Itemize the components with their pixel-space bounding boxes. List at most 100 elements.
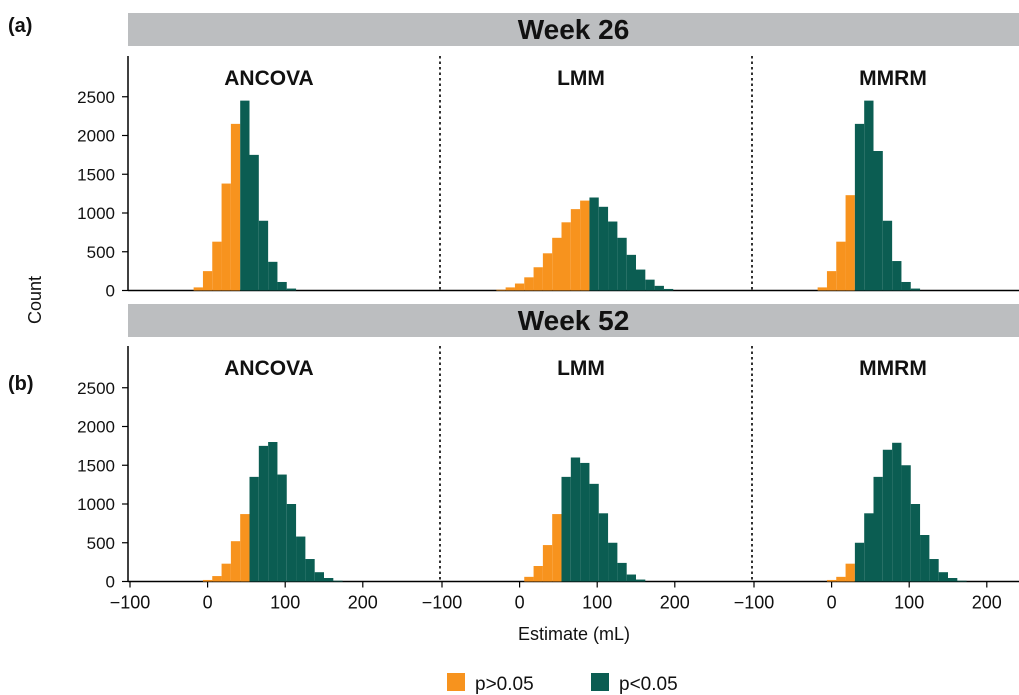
histogram-bar [929,559,939,582]
histogram-bar [258,220,269,291]
x-tick-label: 200 [660,593,690,613]
histogram-bar [561,222,571,291]
panel-label: (a) [8,15,32,37]
strip-header-2 [128,304,1019,337]
histogram-bar [296,536,306,582]
y-tick-label: 2000 [77,127,115,146]
histogram-bar [817,287,827,291]
y-tick-label: 1000 [77,204,115,223]
y-tick-label: 0 [106,282,115,301]
strip-header-1 [128,13,1019,46]
x-tick-label: 200 [972,593,1002,613]
histogram-bar [212,241,222,291]
x-axis-title: Estimate (mL) [518,624,630,644]
histogram-bar [910,288,921,291]
histogram-bar [826,271,837,291]
histogram-bar [268,261,278,291]
histogram-bar [892,261,902,291]
strip-title: Week 52 [518,305,630,336]
histogram-bar [249,476,259,582]
histogram-bar [533,566,543,582]
histogram-bar [826,579,837,582]
histogram-bar [598,206,609,291]
y-tick-label: 2500 [77,379,115,398]
legend-label: p<0.05 [619,674,678,695]
histogram-bar [836,241,846,291]
histogram-bar [552,514,562,582]
histogram-bar [524,576,534,582]
y-tick-label: 1000 [77,495,115,514]
histogram-bar [286,504,297,582]
x-tick-label: −100 [422,593,463,613]
facet-title: MMRM [859,67,927,90]
histogram-bar [258,445,269,582]
facet-title: LMM [557,357,605,380]
histogram-bar [230,541,241,582]
panel-label: (b) [8,373,34,395]
y-tick-label: 1500 [77,456,115,475]
histogram-bar [901,281,911,291]
histogram-bar [286,288,297,291]
histogram-bar [542,545,553,582]
histogram-bar [496,289,506,291]
legend-swatch [447,673,465,691]
histogram-bar [514,283,525,291]
histogram-bar [598,513,609,582]
histogram-bar [645,279,655,291]
histogram-bar [524,277,534,291]
histogram-bar [892,442,902,582]
x-tick-label: 200 [348,593,378,613]
histogram-bar [608,542,618,582]
histogram-bar [221,563,231,582]
histogram-bar [249,154,259,291]
facet-title: LMM [557,67,605,90]
histogram-bar [617,237,627,291]
y-tick-label: 1500 [77,165,115,184]
legend-swatch [591,673,609,691]
histogram-bar [636,579,646,582]
histogram-bar [836,576,846,582]
x-tick-label: 100 [582,593,612,613]
histogram-bar [901,465,911,582]
facet-title: MMRM [859,357,927,380]
histogram-bar [617,562,627,582]
histogram-bar [542,253,553,291]
x-tick-label: 0 [203,593,213,613]
y-axis-title: Count [25,276,45,324]
histogram-bar [212,576,222,582]
histogram-bar [957,580,967,582]
histogram-bar [873,151,883,291]
y-tick-label: 2000 [77,418,115,437]
histogram-bar [854,123,865,291]
histogram-bar [626,574,636,582]
x-tick-label: −100 [734,593,775,613]
histogram-bar [221,183,231,291]
histogram-bar [882,449,893,582]
histogram-bar [845,563,855,582]
y-tick-label: 500 [87,534,115,553]
histogram-bar [552,237,562,291]
histogram-bar [948,578,958,582]
facet-title: ANCOVA [224,357,313,380]
histogram-bar [626,254,636,291]
histogram-bar [202,271,213,291]
histogram-bar [240,100,250,291]
histogram-bar [864,513,874,582]
x-tick-label: 100 [894,593,924,613]
histogram-bar [663,288,674,291]
histogram-bar [854,542,865,582]
x-tick-label: 100 [270,593,300,613]
histogram-bar [580,200,590,291]
histogram-bar [589,483,599,582]
histogram-bar [333,580,343,582]
histogram-bar [570,457,581,582]
histogram-bar [230,123,241,291]
histogram-bar [193,287,203,291]
x-tick-label: −100 [110,593,151,613]
histogram-bar [202,579,213,582]
y-tick-label: 500 [87,243,115,262]
histogram-bar [314,572,324,582]
histogram-bar [882,220,893,291]
histogram-bar [580,462,590,582]
